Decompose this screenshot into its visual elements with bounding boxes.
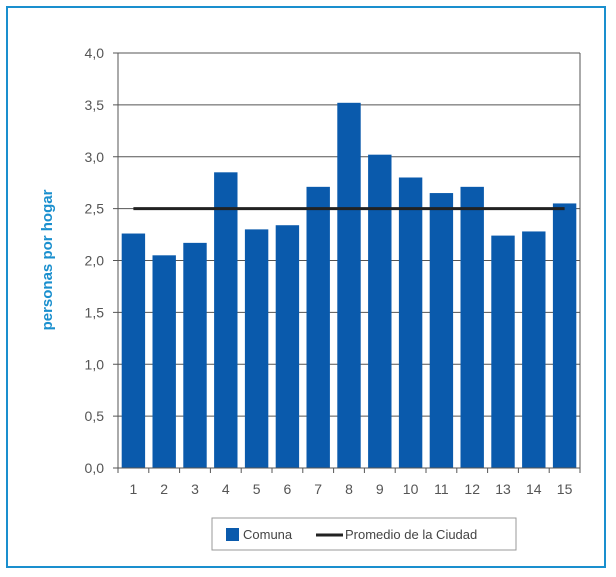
x-tick-label: 2 <box>160 481 168 497</box>
y-axis-ticks: 0,0 0,5 1,0 1,5 2,0 2,5 3,0 3,5 4,0 <box>85 45 118 476</box>
bar <box>183 242 207 468</box>
y-tick-label: 0,0 <box>85 460 105 476</box>
legend-average-label: Promedio de la Ciudad <box>345 527 477 542</box>
x-tick-label: 15 <box>557 481 573 497</box>
y-axis-label: personas por hogar <box>39 189 56 330</box>
bar <box>368 154 392 469</box>
y-tick-label: 1,5 <box>85 304 105 320</box>
x-tick-label: 14 <box>526 481 542 497</box>
bar <box>552 203 577 468</box>
bar <box>491 235 515 468</box>
y-tick-label: 4,0 <box>85 45 105 61</box>
x-tick-label: 7 <box>314 481 322 497</box>
x-tick-label: 3 <box>191 481 199 497</box>
legend: Comuna Promedio de la Ciudad <box>211 517 517 551</box>
x-tick-label: 9 <box>376 481 384 497</box>
y-tick-label: 0,5 <box>85 408 105 424</box>
bar <box>522 231 546 468</box>
x-tick-label: 13 <box>495 481 511 497</box>
x-tick-label: 4 <box>222 481 230 497</box>
legend-comuna-label: Comuna <box>243 527 293 542</box>
y-tick-label: 1,0 <box>85 356 105 372</box>
x-tick-label: 11 <box>434 481 449 497</box>
y-tick-label: 3,0 <box>85 149 105 165</box>
legend-comuna-swatch <box>226 528 239 541</box>
bar <box>121 233 146 468</box>
x-tick-label: 12 <box>464 481 480 497</box>
bar <box>337 102 361 469</box>
x-tick-label: 6 <box>284 481 292 497</box>
y-tick-label: 3,5 <box>85 97 105 113</box>
x-tick-label: 10 <box>403 481 419 497</box>
bar <box>429 193 454 468</box>
bar <box>244 229 269 468</box>
bar <box>460 186 484 468</box>
bars <box>121 102 577 469</box>
bar <box>152 255 176 468</box>
y-tick-label: 2,5 <box>85 201 105 217</box>
bar <box>214 172 238 468</box>
x-tick-label: 5 <box>253 481 261 497</box>
legend-box <box>211 517 517 551</box>
x-axis-ticks: 1 2 3 4 5 6 7 8 9 10 11 12 13 14 15 <box>117 467 581 497</box>
bar <box>275 225 300 468</box>
bar <box>398 177 423 468</box>
y-tick-label: 2,0 <box>85 253 105 269</box>
x-tick-label: 1 <box>130 481 138 497</box>
x-tick-label: 8 <box>345 481 353 497</box>
bar <box>306 186 330 468</box>
